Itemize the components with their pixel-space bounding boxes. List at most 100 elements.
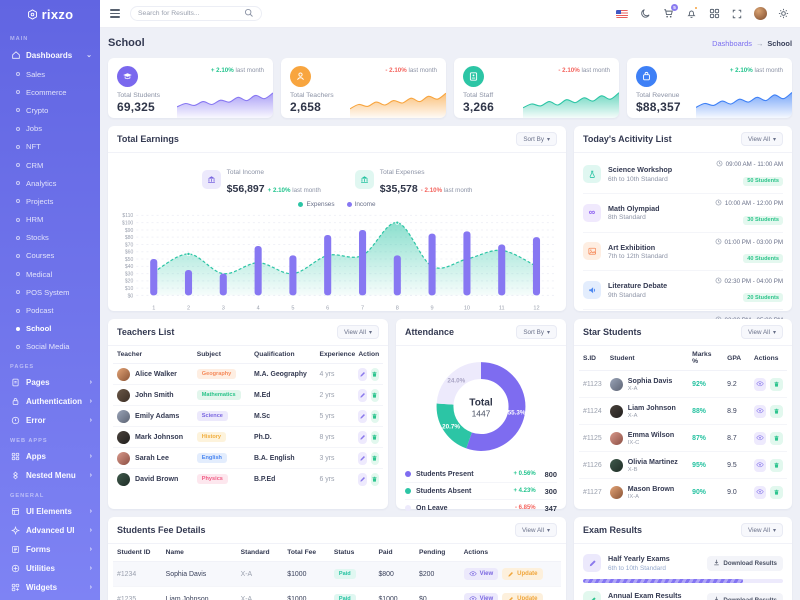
- attendance-sort-by-button[interactable]: Sort By ▾: [516, 325, 557, 339]
- attendance-value: 800: [544, 469, 557, 479]
- search-input[interactable]: [138, 10, 239, 17]
- attendance-donut-chart: Total 1447 55.3% 20.7% 24.0%: [396, 346, 566, 465]
- delete-button[interactable]: [770, 431, 783, 445]
- delete-button[interactable]: [770, 485, 783, 499]
- delete-button[interactable]: [770, 377, 783, 391]
- delete-button[interactable]: [370, 430, 379, 444]
- sidebar-item-label: NFT: [26, 142, 41, 152]
- activity-view-all-button[interactable]: View All ▾: [741, 132, 783, 146]
- delete-button[interactable]: [370, 388, 379, 402]
- avatar: [117, 367, 130, 381]
- edit-button[interactable]: [358, 388, 367, 402]
- delete-button[interactable]: [370, 472, 379, 486]
- edit-button[interactable]: [358, 409, 367, 423]
- fee-pending-cell: $200: [414, 561, 460, 587]
- gear-icon[interactable]: [776, 7, 790, 21]
- avatar-icon[interactable]: [753, 7, 767, 21]
- exam-item: Annual Exam Results10th Standard - Scien…: [583, 585, 783, 600]
- star-students-view-all-button[interactable]: View All ▾: [741, 325, 783, 339]
- bell-icon[interactable]: [684, 5, 698, 21]
- sidebar-item-forms[interactable]: Forms ›: [0, 540, 100, 559]
- sidebar-item-apps[interactable]: Apps ›: [0, 447, 100, 466]
- sidebar-item-error[interactable]: Error ›: [0, 411, 100, 430]
- sidebar-item-analytics[interactable]: Analytics: [0, 174, 100, 192]
- cart-icon[interactable]: 5: [661, 3, 678, 21]
- sidebar-item-utilities[interactable]: Utilities ›: [0, 559, 100, 578]
- delete-button[interactable]: [770, 404, 783, 418]
- breadcrumb-dashboards[interactable]: Dashboards: [712, 38, 752, 48]
- teachers-table: Teacher Subject Qualification Experience Act…: [113, 346, 383, 489]
- sidebar-item-nested-menu[interactable]: Nested Menu ›: [0, 466, 100, 485]
- fullscreen-icon[interactable]: [730, 7, 744, 21]
- sidebar-item-authentication[interactable]: Authentication ›: [0, 392, 100, 411]
- search-box[interactable]: [130, 6, 262, 21]
- sidebar-item-social-media[interactable]: Social Media: [0, 338, 100, 356]
- sidebar-item-pos-system[interactable]: POS System: [0, 283, 100, 301]
- sidebar-item-advanced-ui[interactable]: Advanced UI ›: [0, 521, 100, 540]
- view-button[interactable]: [753, 431, 767, 445]
- logo[interactable]: rixzo: [0, 0, 100, 28]
- exams-view-all-button[interactable]: View All ▾: [741, 523, 783, 537]
- sidebar-section-main: MAIN: [10, 36, 29, 42]
- sidebar-item-school[interactable]: School: [0, 320, 100, 338]
- teacher-name: Mark Johnson: [135, 433, 184, 441]
- hamburger-menu-icon[interactable]: [110, 9, 120, 18]
- sidebar-item-courses[interactable]: Courses: [0, 247, 100, 265]
- sidebar-item-projects[interactable]: Projects: [0, 192, 100, 210]
- sidebar-item-hrm[interactable]: HRM: [0, 211, 100, 229]
- subject-cell: Geography: [192, 363, 251, 385]
- edit-button[interactable]: [358, 451, 367, 465]
- earnings-sort-by-button[interactable]: Sort By ▾: [516, 132, 557, 146]
- sidebar-item-crypto[interactable]: Crypto: [0, 101, 100, 119]
- edit-button[interactable]: [358, 430, 367, 444]
- delete-button[interactable]: [370, 409, 379, 423]
- download-results-button[interactable]: Download Results: [707, 592, 783, 600]
- view-button[interactable]: [753, 485, 767, 499]
- fees-view-all-button[interactable]: View All ▾: [515, 523, 557, 537]
- lock-icon: [10, 397, 21, 406]
- update-button[interactable]: Update: [502, 568, 543, 580]
- attendance-donut-svg: Total 1447 55.3% 20.7% 24.0%: [436, 362, 526, 451]
- sidebar-item-pages[interactable]: Pages ›: [0, 373, 100, 392]
- sidebar-item-podcast[interactable]: Podcast: [0, 301, 100, 319]
- ui-icon: [10, 507, 21, 516]
- moon-icon[interactable]: [638, 7, 652, 21]
- sidebar-item-ecommerce[interactable]: Ecommerce: [0, 83, 100, 101]
- sidebar-item-stocks[interactable]: Stocks: [0, 229, 100, 247]
- view-button[interactable]: View: [463, 568, 499, 580]
- delete-button[interactable]: [370, 451, 379, 465]
- sidebar-item-widgets[interactable]: Widgets ›: [0, 578, 100, 597]
- update-button[interactable]: Update: [502, 593, 543, 600]
- avatar: [117, 388, 130, 402]
- action-cell: [354, 447, 383, 469]
- sidebar-item-medical[interactable]: Medical: [0, 265, 100, 283]
- column-header: Actions: [459, 544, 561, 562]
- sidebar-item-jobs[interactable]: Jobs: [0, 120, 100, 138]
- sidebar-item-crm[interactable]: CRM: [0, 156, 100, 174]
- edit-button[interactable]: [358, 472, 367, 486]
- download-results-button[interactable]: Download Results: [707, 555, 783, 571]
- view-button[interactable]: [753, 404, 767, 418]
- teachers-view-all-button[interactable]: View All ▾: [337, 325, 379, 339]
- attendance-value: 300: [544, 486, 557, 496]
- view-button[interactable]: [753, 458, 767, 472]
- delete-button[interactable]: [370, 367, 379, 381]
- svg-text:12: 12: [533, 306, 539, 312]
- sidebar-item-dashboards[interactable]: Dashboards ⌄: [0, 45, 100, 65]
- sidebar-item-nft[interactable]: NFT: [0, 138, 100, 156]
- bag-icon: [636, 66, 657, 87]
- view-button[interactable]: [753, 377, 767, 391]
- view-button[interactable]: View: [463, 593, 499, 600]
- language-flag-icon[interactable]: [615, 7, 629, 21]
- sidebar-item-label: Advanced UI: [26, 526, 75, 535]
- edit-button[interactable]: [358, 367, 367, 381]
- sidebar-item-ui-elements[interactable]: UI Elements ›: [0, 502, 100, 521]
- delete-button[interactable]: [770, 458, 783, 472]
- logo-icon: [27, 8, 38, 21]
- exam-item: Half Yearly Exams 6th to 10th Standard Dow…: [583, 548, 783, 578]
- table-header-row: S.ID Student Marks % GPA Actions: [579, 346, 787, 371]
- grid-icon[interactable]: [707, 7, 721, 21]
- sidebar-item-sales[interactable]: Sales: [0, 65, 100, 83]
- sidebar-item-label: Nested Menu: [26, 471, 76, 480]
